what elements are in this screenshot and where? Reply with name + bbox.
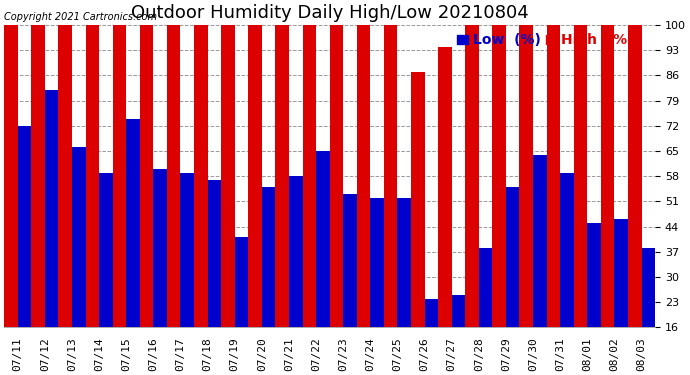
Bar	[479, 248, 493, 375]
Bar	[302, 25, 316, 375]
Bar	[235, 237, 248, 375]
Bar	[560, 172, 574, 375]
Bar	[72, 147, 86, 375]
Bar	[371, 198, 384, 375]
Bar	[248, 25, 262, 375]
Bar	[262, 187, 275, 375]
Bar	[493, 25, 506, 375]
Bar	[167, 25, 181, 375]
Bar	[140, 25, 153, 375]
Bar	[642, 248, 655, 375]
Bar	[601, 25, 614, 375]
Bar	[18, 126, 31, 375]
Bar	[59, 25, 72, 375]
Bar	[614, 219, 628, 375]
Bar	[506, 187, 520, 375]
Title: Outdoor Humidity Daily High/Low 20210804: Outdoor Humidity Daily High/Low 20210804	[131, 4, 529, 22]
Bar	[86, 25, 99, 375]
Bar	[384, 25, 397, 375]
Bar	[208, 180, 221, 375]
Bar	[357, 25, 371, 375]
Bar	[546, 25, 560, 375]
Bar	[153, 169, 167, 375]
Bar	[533, 154, 546, 375]
Bar	[424, 298, 438, 375]
Bar	[628, 25, 642, 375]
Bar	[289, 176, 302, 375]
Bar	[316, 151, 330, 375]
Bar	[343, 194, 357, 375]
Bar	[411, 72, 424, 375]
Bar	[330, 25, 343, 375]
Bar	[45, 90, 59, 375]
Bar	[452, 295, 465, 375]
Bar	[275, 25, 289, 375]
Bar	[438, 47, 452, 375]
Bar	[465, 25, 479, 375]
Bar	[587, 223, 601, 375]
Bar	[520, 25, 533, 375]
Legend: Low  (%), High  (%): Low (%), High (%)	[456, 32, 635, 49]
Text: Copyright 2021 Cartronics.com: Copyright 2021 Cartronics.com	[4, 12, 157, 22]
Bar	[31, 25, 45, 375]
Bar	[194, 25, 208, 375]
Bar	[221, 25, 235, 375]
Bar	[112, 25, 126, 375]
Bar	[574, 25, 587, 375]
Bar	[99, 172, 112, 375]
Bar	[126, 118, 140, 375]
Bar	[181, 172, 194, 375]
Bar	[4, 25, 18, 375]
Bar	[397, 198, 411, 375]
